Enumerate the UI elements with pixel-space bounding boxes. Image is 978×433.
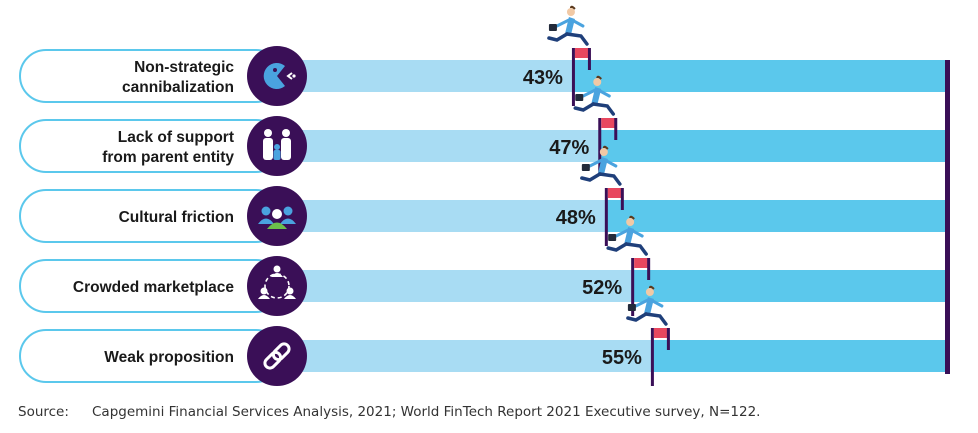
runner-icon — [547, 5, 589, 46]
source-label: Source: — [18, 404, 69, 420]
bar-value-segment — [290, 60, 573, 92]
runner-icon — [606, 215, 648, 256]
link-icon — [247, 326, 307, 386]
family-icon — [247, 116, 307, 176]
runner-icon — [626, 285, 668, 326]
value-label: 48% — [556, 207, 596, 229]
pacman-icon — [247, 46, 307, 106]
hurdles-layer — [547, 5, 670, 386]
hurdle-marker — [631, 258, 651, 316]
bar-remainder-segment — [632, 270, 948, 302]
bar-value-segment — [290, 200, 606, 232]
hurdle-marker — [598, 118, 618, 176]
group-icon — [247, 186, 307, 246]
category-label: Cultural friction — [119, 209, 234, 226]
source-note: Source: Capgemini Financial Services Anal… — [18, 404, 968, 420]
icons-layer — [247, 46, 307, 386]
network-icon — [247, 256, 307, 316]
value-label: 55% — [602, 347, 642, 369]
category-label: Crowded marketplace — [73, 279, 234, 296]
value-label: 52% — [582, 277, 622, 299]
hurdle-marker — [571, 48, 591, 106]
category-label: from parent entity — [102, 149, 234, 166]
bar-value-segment — [290, 340, 652, 372]
category-pills-layer: Non-strategic cannibalization Lack of supp… — [19, 49, 283, 383]
category-label: Weak proposition — [104, 349, 234, 366]
bar-value-segment — [290, 130, 600, 162]
labels-layer: 43% 47% 48% 52% 55% — [523, 67, 642, 369]
bars-layer — [290, 60, 948, 372]
category-label: Non-strategic — [134, 59, 234, 76]
value-label: 43% — [523, 67, 563, 89]
hurdle-bar-chart: 43% 47% 48% 52% 55% Non-strategic cannibaliza… — [19, 5, 950, 386]
runner-icon — [573, 75, 616, 116]
source-text: Capgemini Financial Services Analysis, 2… — [92, 404, 761, 420]
runner-icon — [580, 145, 622, 186]
hurdle-marker — [650, 328, 670, 386]
bar-remainder-segment — [605, 200, 948, 232]
bar-remainder-segment — [651, 340, 948, 372]
bar-remainder-segment — [599, 130, 948, 162]
bar-remainder-segment — [572, 60, 948, 92]
category-label: Lack of support — [118, 129, 234, 146]
finish-line — [945, 60, 950, 374]
bar-value-segment — [290, 270, 633, 302]
value-label: 47% — [549, 137, 589, 159]
hurdle-marker — [604, 188, 624, 246]
category-label: cannibalization — [122, 79, 234, 96]
